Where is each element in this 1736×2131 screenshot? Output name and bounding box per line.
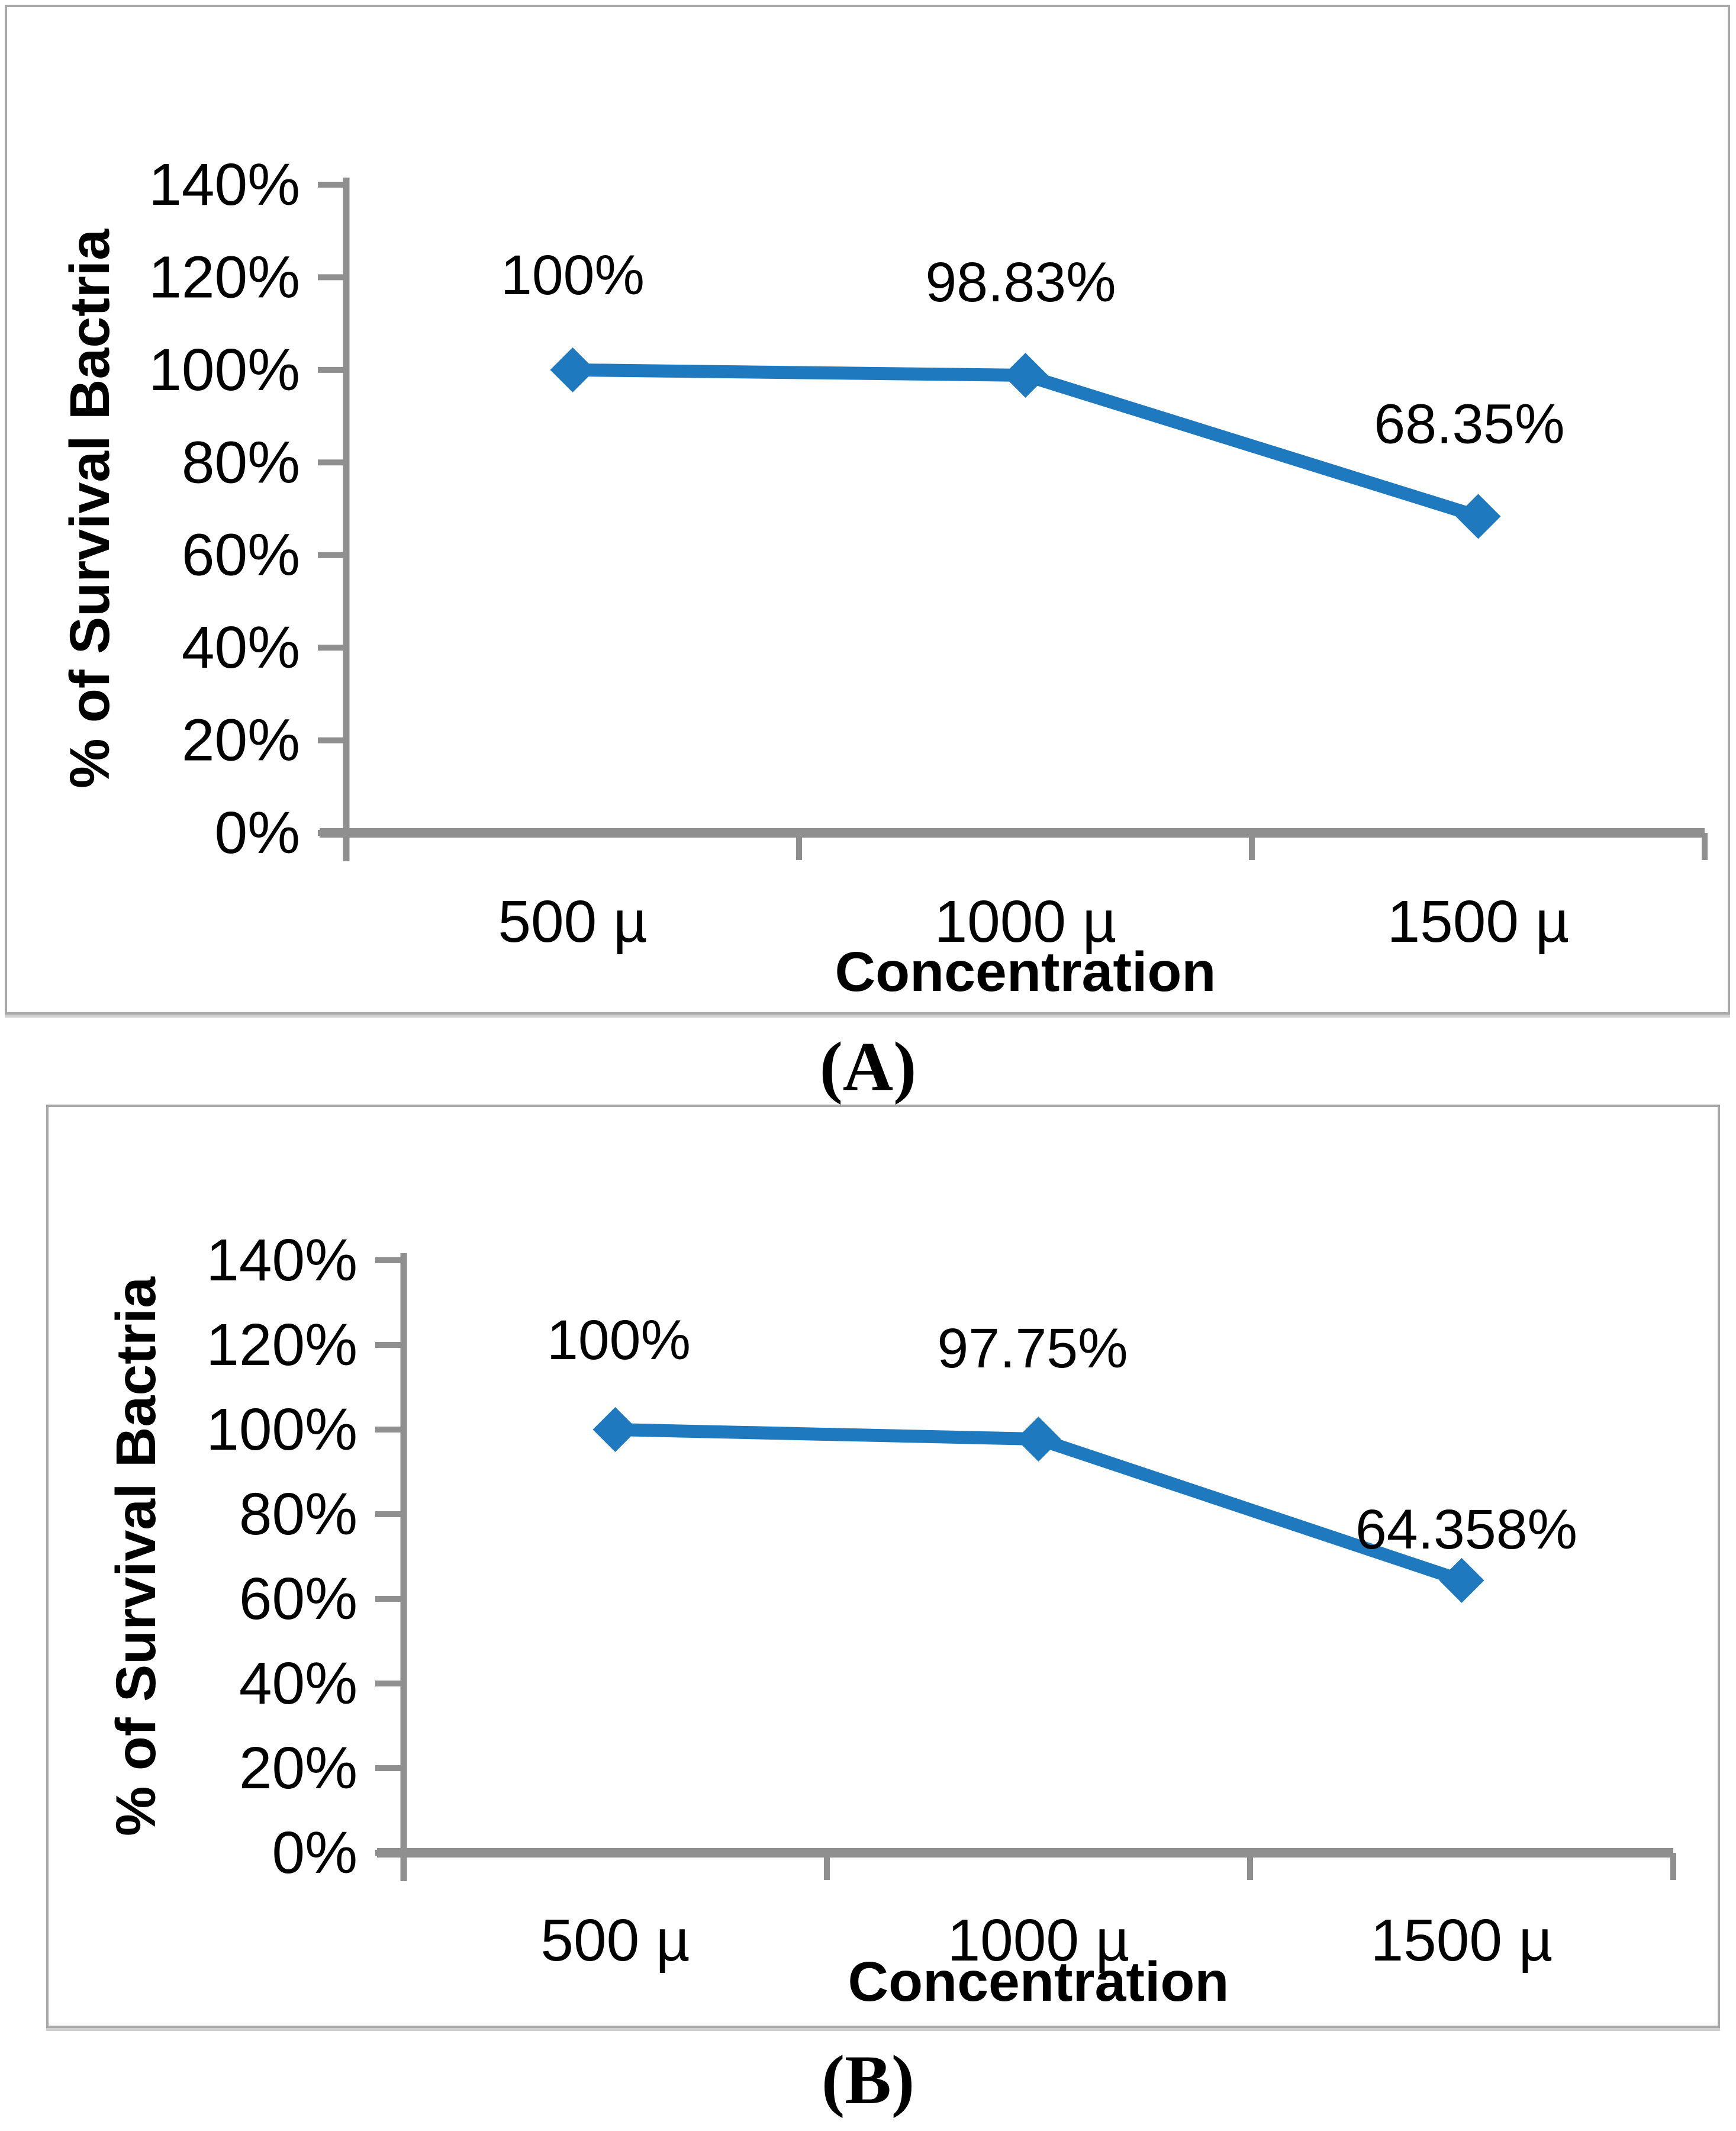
x-tick-label: 500 µ (540, 1907, 690, 1974)
y-tick-label: 80% (182, 429, 300, 495)
series-marker (592, 1407, 638, 1452)
y-tick-label: 100% (149, 337, 300, 403)
y-tick-label: 100% (206, 1396, 357, 1463)
series-marker (550, 347, 595, 392)
x-tick-label: 1000 µ (935, 889, 1117, 955)
y-tick-label: 140% (149, 152, 300, 218)
y-tick-label: 80% (239, 1481, 357, 1547)
series-marker (1455, 494, 1501, 539)
y-tick-label: 40% (182, 614, 300, 681)
line-chart-a: 0% 20% 40% 60% 80% 100% 120% 140% 500 µ 1000 µ 150… (59, 152, 1708, 1003)
data-label: 97.75% (937, 1317, 1128, 1380)
y-tick-label: 120% (149, 244, 300, 310)
data-label: 100% (501, 244, 645, 307)
y-tick-label: 140% (206, 1227, 357, 1293)
x-axis-title: Concentration (835, 941, 1216, 1003)
series-marker (1003, 353, 1048, 398)
y-tick-label: 0% (214, 800, 300, 866)
x-tick-label: 500 µ (498, 889, 647, 955)
y-tick-label: 40% (239, 1650, 357, 1717)
chart-panel-b: 0% 20% 40% 60% 80% 100% 120% 140% 500 µ 1000 µ 150… (46, 1105, 1720, 2028)
x-axis-title: Concentration (848, 1950, 1229, 2013)
line-chart-b: 0% 20% 40% 60% 80% 100% 120% 140% 500 µ 1000 µ 150… (105, 1227, 1676, 2013)
x-tick-label: 1500 µ (1371, 1907, 1553, 1974)
caption-b: (B) (821, 2041, 915, 2119)
y-tick-label: 0% (272, 1820, 357, 1886)
data-label: 64.358% (1355, 1498, 1577, 1561)
data-label: 68.35% (1374, 392, 1564, 455)
y-tick-label: 20% (182, 707, 300, 774)
series-marker (1016, 1417, 1061, 1462)
data-label: 98.83% (925, 251, 1116, 314)
y-tick-label: 20% (239, 1735, 357, 1801)
y-tick-label: 60% (239, 1566, 357, 1632)
data-label: 100% (547, 1309, 691, 1372)
y-tick-label: 120% (206, 1312, 357, 1378)
y-axis-title: % of Survival Bactria (105, 1276, 168, 1836)
y-axis-title: % of Survival Bactria (59, 228, 121, 788)
caption-a: (A) (819, 1028, 917, 1105)
x-tick-label: 1500 µ (1387, 889, 1570, 955)
series-marker (1439, 1557, 1484, 1603)
y-tick-label: 60% (182, 522, 300, 588)
chart-panel-a: 0% 20% 40% 60% 80% 100% 120% 140% 500 µ 1000 µ 150… (5, 5, 1730, 1015)
x-tick-label: 1000 µ (948, 1907, 1130, 1974)
